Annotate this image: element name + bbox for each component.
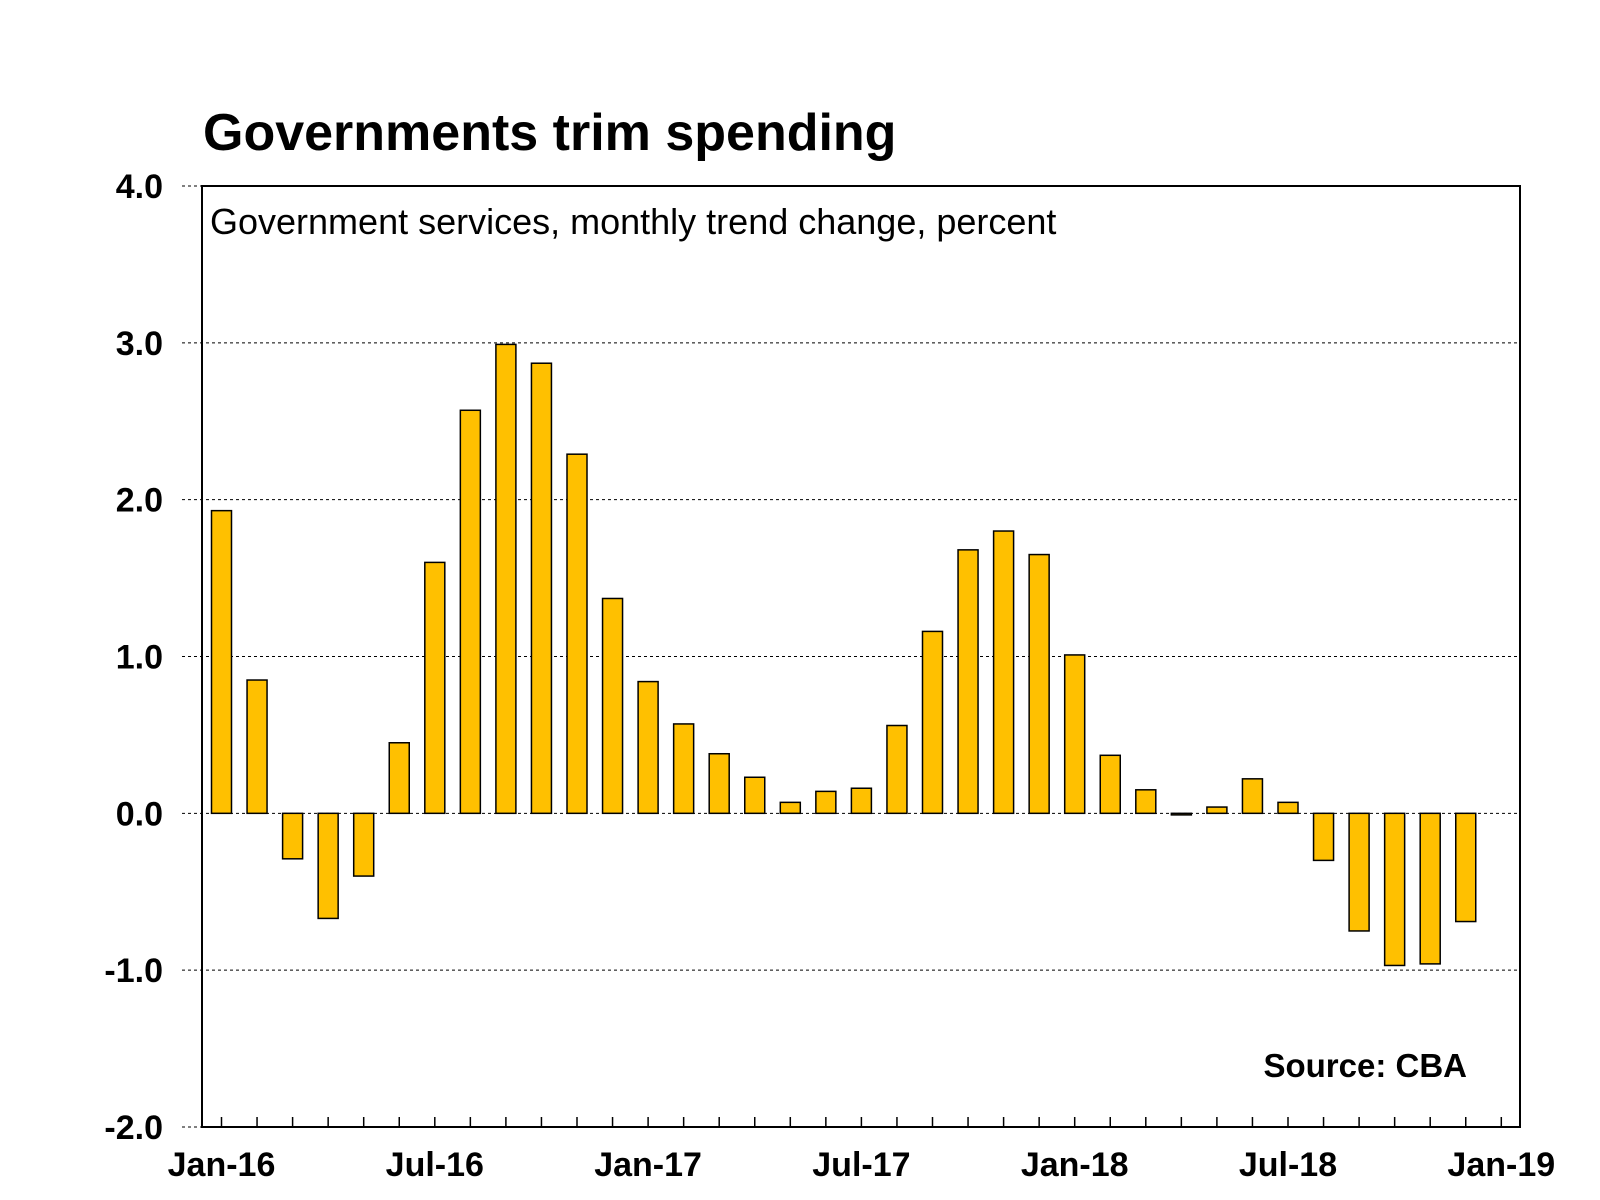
bar: [1277, 801, 1299, 815]
bar: [779, 801, 802, 815]
bar: [210, 509, 233, 815]
bar: [566, 453, 588, 815]
bar: [317, 812, 339, 920]
bar: [424, 561, 446, 815]
bar: [1099, 754, 1121, 815]
x-tick-label: Jul-17: [812, 1146, 910, 1184]
x-axis-ticks: [220, 1117, 1503, 1127]
bar: [708, 752, 730, 815]
bar: [246, 679, 268, 815]
y-tick-label: 3.0: [116, 325, 163, 363]
bar: [601, 597, 624, 815]
x-tick-label: Jan-17: [594, 1146, 702, 1184]
bar: [1135, 789, 1157, 815]
x-tick-label: Jan-16: [168, 1146, 276, 1184]
y-tick-label: -2.0: [104, 1109, 163, 1147]
bar: [992, 530, 1015, 815]
bar: [1312, 812, 1335, 862]
bar: [1348, 812, 1370, 932]
y-tick-label: 0.0: [116, 795, 163, 833]
bars: [210, 343, 1477, 967]
bar: [1063, 654, 1086, 815]
bar: [1170, 812, 1193, 816]
bar: [815, 790, 837, 815]
y-tick-label: 1.0: [116, 639, 163, 677]
x-tick-label: Jul-18: [1239, 1146, 1337, 1184]
bar: [1455, 812, 1477, 923]
y-tick-label: 2.0: [116, 482, 163, 520]
grid-lines: [182, 185, 1520, 1128]
bar: [352, 812, 375, 877]
y-axis-labels: 4.0 3.0 2.0 1.0 0.0 -1.0 -2.0: [104, 168, 163, 1147]
chart-title: Governments trim spending: [203, 104, 896, 162]
bar: [1383, 812, 1406, 967]
bar: [1419, 812, 1441, 965]
bar: [459, 409, 482, 815]
x-tick-label: Jul-16: [386, 1146, 484, 1184]
y-tick-label: -1.0: [104, 952, 163, 990]
bar: [637, 680, 659, 815]
chart-subtitle: Government services, monthly trend chang…: [210, 201, 1056, 242]
x-axis-labels: Jan-16 Jul-16 Jan-17 Jul-17 Jan-18 Jul-18 Jan-…: [168, 1146, 1556, 1184]
bar: [1241, 778, 1264, 815]
bar: [850, 787, 873, 815]
source-label: Source: CBA: [1263, 1047, 1467, 1084]
x-tick-label: Jan-19: [1447, 1146, 1555, 1184]
bar: [672, 723, 695, 815]
bar: [921, 630, 944, 815]
bar: [1206, 806, 1228, 815]
bar: [495, 343, 517, 815]
bar: [957, 549, 979, 815]
x-tick-label: Jan-18: [1021, 1146, 1129, 1184]
bar: [1028, 553, 1050, 815]
bar: [530, 362, 553, 815]
bar: [886, 724, 908, 815]
bar: [744, 776, 766, 815]
bar: [388, 742, 410, 815]
y-tick-label: 4.0: [116, 168, 163, 206]
bar: [281, 812, 304, 860]
